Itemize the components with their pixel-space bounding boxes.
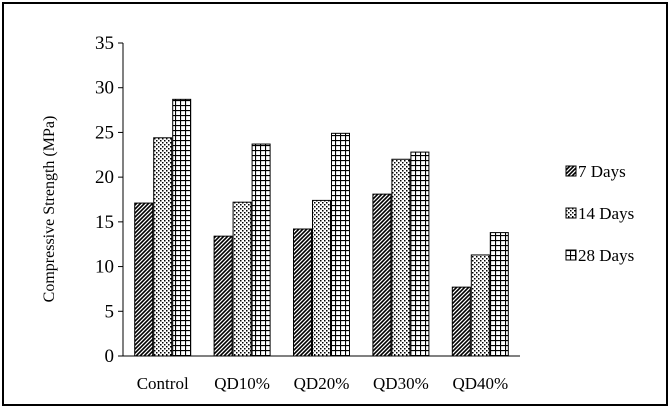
y-tick-label: 0	[105, 346, 115, 367]
legend-swatch	[565, 207, 577, 219]
bar-QD40%-14 Days	[470, 254, 490, 357]
legend-label: 14 Days	[578, 204, 634, 223]
x-tick-label: QD40%	[452, 374, 508, 393]
chart-frame	[2, 2, 668, 406]
legend-label: 28 Days	[578, 246, 634, 265]
y-tick-label: 25	[95, 122, 114, 143]
bars	[134, 98, 509, 357]
y-tick-label: 10	[95, 257, 114, 278]
bar-QD20%-7 Days	[293, 228, 312, 357]
x-axis-labels: Control QD10% QD20% QD30% QD40%	[137, 374, 508, 393]
bar-Control-14 Days	[153, 137, 173, 357]
bar-QD40%-28 Days	[489, 232, 509, 357]
bar-Control-7 Days	[134, 202, 154, 357]
bar-QD20%-28 Days	[331, 132, 350, 357]
bar-QD10%-14 Days	[232, 201, 252, 357]
bar-QD40%-7 Days	[451, 286, 471, 357]
y-tick-label: 5	[105, 301, 115, 322]
y-axis-ticks: 0 5 10 15 20 25 30 35	[95, 33, 123, 367]
x-tick-label: Control	[137, 374, 189, 393]
legend-swatch	[565, 249, 577, 261]
legend-swatch	[565, 165, 577, 177]
y-axis-title: Compressive Strength (MPa)	[41, 116, 58, 303]
x-tick-label: QD10%	[214, 374, 270, 393]
bar-QD30%-7 Days	[372, 193, 392, 357]
bar-QD20%-14 Days	[312, 199, 331, 357]
y-tick-label: 35	[95, 33, 114, 54]
bar-QD10%-7 Days	[213, 235, 233, 357]
bar-Control-28 Days	[172, 98, 192, 357]
x-tick-label: QD20%	[294, 374, 350, 393]
bar-QD30%-28 Days	[410, 151, 430, 357]
legend-label: 7 Days	[578, 162, 626, 181]
y-tick-label: 20	[95, 167, 114, 188]
y-tick-label: 15	[95, 212, 114, 233]
legend: 7 Days 14 Days 28 Days	[565, 162, 634, 265]
x-tick-label: QD30%	[373, 374, 429, 393]
y-tick-label: 30	[95, 78, 114, 99]
bar-QD30%-14 Days	[391, 158, 411, 357]
bar-QD10%-28 Days	[251, 143, 271, 357]
